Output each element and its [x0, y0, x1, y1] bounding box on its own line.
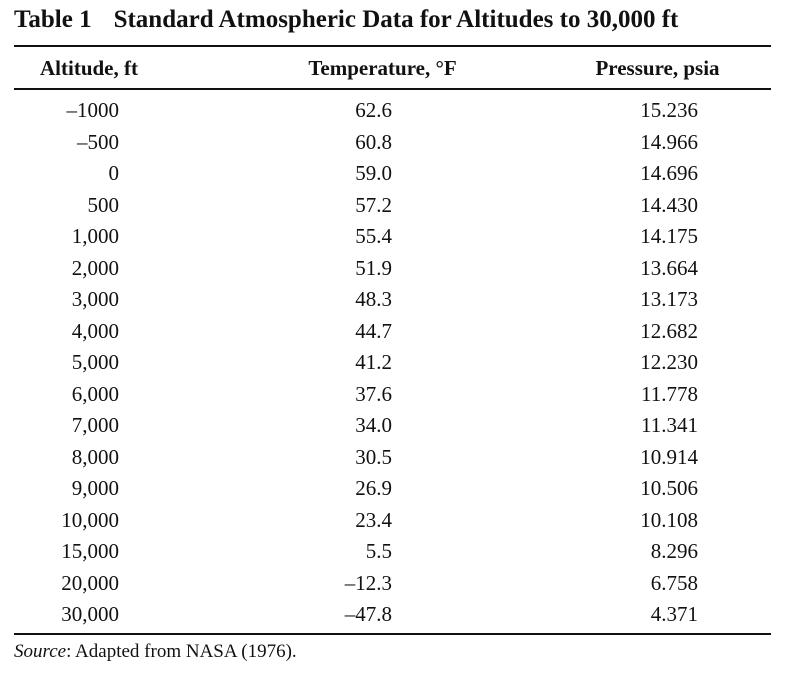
source-label: Source — [14, 641, 67, 662]
table-body: –1000 62.6 15.236 –500 60.8 14.966 0 59.0 14.696… — [0, 95, 785, 631]
cell-pressure: 13.664 — [640, 255, 698, 280]
cell-altitude: 30,000 — [61, 602, 119, 626]
cell-temperature: 23.4 — [355, 507, 392, 532]
cell-altitude: 6,000 — [71, 381, 119, 406]
cell-temperature: 59.0 — [355, 161, 392, 185]
cell-temperature: 57.2 — [355, 192, 392, 217]
cell-temperature: 62.6 — [355, 98, 392, 122]
table-row: 7,000 34.0 11.341 — [0, 410, 785, 442]
cell-temperature: –12.3 — [344, 570, 392, 595]
bottom-rule — [14, 633, 771, 635]
column-header-temperature: Temperature, °F — [308, 56, 457, 80]
cell-temperature: –47.8 — [344, 602, 392, 626]
table-row: 2,000 51.9 13.664 — [0, 253, 785, 285]
cell-altitude: 8,000 — [71, 444, 119, 469]
table-row: –500 60.8 14.966 — [0, 127, 785, 159]
cell-pressure: 15.236 — [640, 98, 698, 122]
cell-pressure: 13.173 — [640, 287, 698, 311]
cell-altitude: 10,000 — [61, 507, 119, 532]
table-row: 5,000 41.2 12.230 — [0, 347, 785, 379]
cell-pressure: 10.108 — [640, 507, 698, 532]
table-row: 8,000 30.5 10.914 — [0, 442, 785, 474]
cell-temperature: 41.2 — [355, 350, 392, 374]
table-row: 6,000 37.6 11.778 — [0, 379, 785, 411]
cell-pressure: 6.758 — [650, 570, 698, 595]
cell-altitude: 15,000 — [61, 539, 119, 563]
cell-temperature: 26.9 — [355, 476, 392, 500]
table-row: –1000 62.6 15.236 — [0, 95, 785, 127]
table-caption: Table 1 Standard Atmospheric Data for Alt… — [14, 6, 678, 34]
cell-temperature: 34.0 — [355, 413, 392, 437]
table-row: 9,000 26.9 10.506 — [0, 473, 785, 505]
cell-temperature: 55.4 — [355, 224, 392, 248]
cell-temperature: 44.7 — [355, 318, 392, 343]
cell-altitude: 7,000 — [71, 413, 119, 437]
column-header-pressure: Pressure, psia — [595, 56, 720, 80]
cell-altitude: 5,000 — [71, 350, 119, 374]
cell-altitude: 1,000 — [71, 224, 119, 248]
cell-altitude: 9,000 — [71, 476, 119, 500]
cell-pressure: 14.175 — [640, 224, 698, 248]
column-header-altitude: Altitude, ft — [40, 56, 138, 80]
cell-pressure: 12.682 — [640, 318, 698, 343]
cell-temperature: 5.5 — [365, 539, 392, 563]
table-row: 10,000 23.4 10.108 — [0, 505, 785, 537]
table-row: 20,000 –12.3 6.758 — [0, 568, 785, 600]
cell-temperature: 48.3 — [355, 287, 392, 311]
cell-altitude: 500 — [87, 192, 120, 217]
cell-temperature: 60.8 — [355, 129, 392, 154]
cell-altitude: –500 — [77, 129, 119, 154]
cell-pressure: 14.430 — [640, 192, 698, 217]
table-number: Table 1 — [14, 6, 92, 33]
cell-pressure: 11.341 — [641, 413, 698, 437]
cell-altitude: 20,000 — [61, 570, 119, 595]
source-text: : Adapted from NASA (1976). — [66, 641, 297, 662]
cell-pressure: 14.966 — [640, 129, 698, 154]
cell-pressure: 8.296 — [650, 539, 698, 563]
table-row: 30,000 –47.8 4.371 — [0, 599, 785, 631]
cell-pressure: 10.914 — [640, 444, 698, 469]
cell-pressure: 14.696 — [640, 161, 698, 185]
cell-altitude: 0 — [108, 161, 120, 185]
cell-altitude: 2,000 — [71, 255, 119, 280]
cell-altitude: –1000 — [66, 98, 120, 122]
table-title: Standard Atmospheric Data for Altitudes … — [113, 6, 679, 33]
cell-altitude: 4,000 — [71, 318, 119, 343]
cell-temperature: 30.5 — [355, 444, 392, 469]
cell-pressure: 4.371 — [650, 602, 698, 626]
table-row: 500 57.2 14.430 — [0, 190, 785, 222]
table-row: 0 59.0 14.696 — [0, 158, 785, 190]
cell-altitude: 3,000 — [71, 287, 119, 311]
table-row: 15,000 5.5 8.296 — [0, 536, 785, 568]
cell-temperature: 37.6 — [355, 381, 392, 406]
table-row: 1,000 55.4 14.175 — [0, 221, 785, 253]
cell-pressure: 10.506 — [640, 476, 698, 500]
table-row: 4,000 44.7 12.682 — [0, 316, 785, 348]
top-rule — [14, 45, 771, 47]
cell-temperature: 51.9 — [355, 255, 392, 280]
header-rule — [14, 88, 771, 90]
table-source-note: Source: Adapted from NASA (1976). — [14, 641, 297, 663]
cell-pressure: 12.230 — [640, 350, 698, 374]
table-row: 3,000 48.3 13.173 — [0, 284, 785, 316]
cell-pressure: 11.778 — [641, 381, 698, 406]
